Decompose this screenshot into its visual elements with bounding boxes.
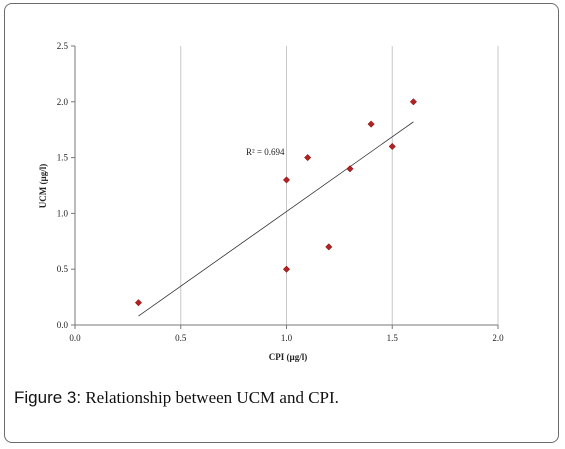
x-tick-labels: 0.0 0.5 1.0 1.5 2.0	[69, 333, 504, 343]
trendline-group	[138, 121, 414, 317]
data-points	[134, 98, 417, 307]
data-point	[388, 142, 396, 150]
x-tick-label: 2.0	[492, 333, 504, 343]
x-axis-title: CPI (µg/l)	[269, 352, 307, 362]
figure-caption: Figure 3: Relationship between UCM and C…	[14, 388, 339, 408]
caption-text: Relationship between UCM and CPI.	[81, 388, 339, 407]
y-tick-label: 2.5	[57, 41, 69, 51]
caption-label: Figure 3:	[14, 388, 82, 407]
data-point	[304, 154, 312, 162]
y-tick-labels: 0.0 0.5 1.0 1.5 2.0 2.5	[57, 41, 69, 330]
y-tick-label: 0.0	[57, 320, 69, 330]
trendline	[138, 121, 414, 317]
data-point	[409, 98, 417, 106]
y-tick-label: 1.0	[57, 208, 69, 218]
figure-frame	[4, 3, 559, 443]
y-tick-label: 2.0	[57, 97, 69, 107]
y-axis-title: UCM (µg/l)	[38, 164, 48, 208]
r-squared-annotation: R² = 0.694	[246, 147, 285, 157]
x-tick-label: 1.5	[387, 333, 399, 343]
y-tick-label: 0.5	[57, 264, 69, 274]
x-tick-label: 0.0	[69, 333, 81, 343]
data-point	[282, 176, 291, 184]
data-point	[325, 243, 333, 251]
gridlines	[180, 46, 499, 325]
data-point	[134, 299, 143, 307]
x-tick-label: 1.0	[281, 333, 293, 343]
x-tick-label: 0.5	[175, 333, 187, 343]
data-point	[367, 120, 375, 128]
axes	[71, 45, 499, 329]
y-tick-label: 1.5	[57, 153, 69, 163]
data-point	[282, 265, 291, 273]
data-point	[346, 165, 354, 173]
